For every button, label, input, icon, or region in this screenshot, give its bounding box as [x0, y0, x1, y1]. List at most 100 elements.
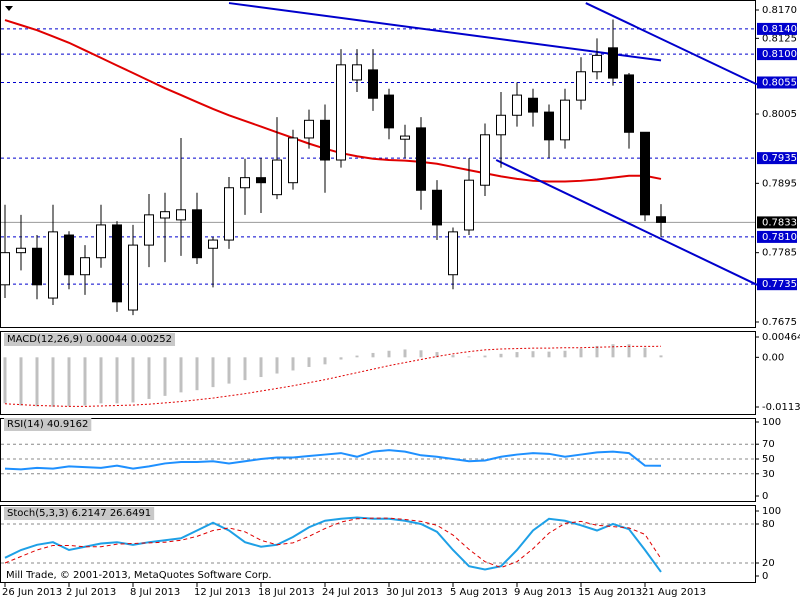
histogram-bar — [51, 357, 55, 407]
x-tick-label: 9 Aug 2013 — [514, 587, 572, 598]
y-tick-label: 0.8170 — [762, 5, 797, 16]
y-tick-label: 0.00 — [762, 352, 784, 363]
histogram-bar — [67, 357, 71, 407]
histogram-bar — [227, 357, 231, 384]
signal-line — [4, 345, 662, 407]
histogram-bar — [3, 357, 7, 404]
x-tick-label: 2 Jul 2013 — [66, 587, 116, 598]
panel-title: Stoch(5,3,3) 6.2147 26.6491 — [7, 508, 151, 519]
x-tick-label: 21 Aug 2013 — [642, 587, 706, 598]
panel-title-bg — [4, 333, 176, 346]
candle-body — [128, 244, 138, 311]
indicator-line — [4, 517, 662, 569]
level-label: 0.8055 — [762, 77, 797, 88]
y-tick-label: 100 — [762, 506, 781, 517]
x-tick-label: 24 Jul 2013 — [322, 587, 379, 598]
panel-title: MACD(12,26,9) 0.00044 0.00252 — [7, 334, 172, 345]
histogram-bar — [643, 347, 647, 358]
moving-average — [4, 19, 662, 183]
candle-body — [64, 234, 74, 276]
x-tick-label: 15 Aug 2013 — [578, 587, 642, 598]
candle-body — [624, 74, 634, 133]
candle-body — [80, 257, 90, 276]
candle-body — [208, 239, 218, 249]
histogram-bar — [243, 357, 247, 381]
trendline — [585, 2, 758, 86]
y-tick-label: 0 — [762, 571, 768, 582]
level-label-bg — [757, 48, 797, 61]
level-label-bg — [757, 22, 797, 35]
histogram-bar — [355, 355, 359, 358]
histogram-bar — [115, 357, 119, 404]
menu-triangle[interactable] — [5, 6, 13, 11]
candle-body — [272, 159, 282, 196]
histogram-bar — [435, 352, 439, 358]
y-tick-label: 0.8005 — [762, 109, 797, 120]
y-tick-label: 0.7895 — [762, 178, 797, 189]
histogram-bar — [147, 357, 151, 399]
candle-body — [288, 137, 298, 184]
candle-body — [160, 211, 170, 219]
candle-body — [144, 214, 154, 246]
histogram-bar — [323, 357, 327, 365]
histogram-bar — [515, 352, 519, 358]
histogram-bar — [259, 357, 263, 378]
histogram-bar — [83, 357, 87, 406]
candle-body — [240, 177, 250, 189]
level-label: 0.7810 — [762, 232, 797, 243]
histogram-bar — [179, 357, 183, 393]
histogram-bar — [627, 344, 631, 358]
x-tick-label: 5 Aug 2013 — [450, 587, 508, 598]
copyright: Mill Trade, © 2001-2013, MetaQuotes Soft… — [6, 570, 272, 581]
y-tick-label: 20 — [762, 558, 775, 569]
candle-body — [416, 127, 426, 191]
histogram-bar — [547, 351, 551, 358]
y-tick-label: 30 — [762, 469, 775, 480]
indicator-line — [4, 449, 662, 471]
histogram-bar — [131, 357, 135, 403]
histogram-bar — [19, 357, 23, 406]
histogram-bar — [211, 357, 215, 388]
histogram-bar — [387, 350, 391, 358]
y-tick-label: -0.01134 — [762, 402, 800, 413]
candle-body — [16, 247, 26, 254]
histogram-bar — [275, 357, 279, 374]
y-tick-label: 70 — [762, 439, 775, 450]
candle-body — [96, 224, 106, 259]
panel-frame — [0, 418, 756, 502]
level-label: 0.8100 — [762, 49, 797, 60]
histogram-bar — [611, 344, 615, 358]
x-tick-label: 12 Jul 2013 — [194, 587, 251, 598]
histogram-bar — [579, 348, 583, 358]
histogram-bar — [659, 355, 663, 358]
candle-body — [432, 189, 442, 226]
level-label-bg — [757, 152, 797, 165]
histogram-bar — [531, 351, 535, 358]
histogram-bar — [195, 357, 199, 391]
level-label: 0.7735 — [762, 279, 797, 290]
x-tick-label: 18 Jul 2013 — [258, 587, 315, 598]
candle-body — [368, 69, 378, 99]
level-label-bg — [757, 230, 797, 243]
candle-body — [512, 94, 522, 116]
candle-body — [400, 135, 410, 140]
histogram-bar — [451, 355, 455, 358]
y-tick-label: 50 — [762, 454, 775, 465]
y-tick-label: 0.00464 — [762, 332, 800, 343]
panel-title: RSI(14) 40.9162 — [7, 419, 88, 430]
y-tick-label: 0.7675 — [762, 317, 797, 328]
y-tick-label: 0.7785 — [762, 248, 797, 259]
histogram-bar — [499, 353, 503, 358]
y-tick-label: 100 — [762, 417, 781, 428]
x-tick-label: 30 Jul 2013 — [386, 587, 443, 598]
histogram-bar — [403, 349, 407, 358]
candle-body — [544, 111, 554, 141]
panel-title-bg — [4, 418, 92, 431]
candle-body — [320, 119, 330, 161]
panel-frame — [0, 331, 756, 415]
y-tick-label: 0 — [762, 491, 768, 502]
level-label: 0.8140 — [762, 24, 797, 35]
trendline — [228, 2, 662, 62]
level-label: 0.7935 — [762, 153, 797, 164]
candle-body — [592, 54, 602, 73]
